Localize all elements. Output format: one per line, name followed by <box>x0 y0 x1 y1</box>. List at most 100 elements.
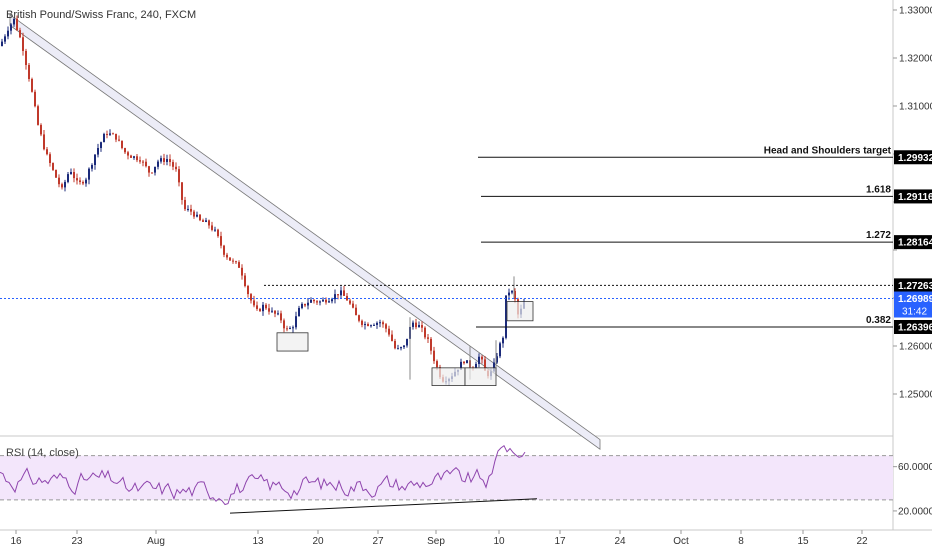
candle-body <box>151 172 153 174</box>
candle-body <box>301 303 303 309</box>
candle-body <box>391 334 393 341</box>
candle-body <box>499 343 501 357</box>
candle-body <box>118 139 120 141</box>
candle-body <box>85 179 87 184</box>
candle-body <box>142 161 144 163</box>
candle-body <box>130 155 132 158</box>
candle-body <box>121 140 123 149</box>
candle-body <box>235 261 237 263</box>
candle-body <box>157 161 159 167</box>
candle-body <box>115 133 117 140</box>
candle-body <box>100 142 102 149</box>
candle-body <box>181 182 183 200</box>
candle-body <box>67 174 69 182</box>
candle-body <box>277 313 279 315</box>
price-tick-label: 1.26000 <box>899 342 932 353</box>
candle-body <box>298 308 300 317</box>
candle-body <box>262 304 264 312</box>
candle-body <box>88 168 90 180</box>
candle-body <box>322 299 324 302</box>
candle-body <box>40 124 42 135</box>
candle-body <box>166 159 168 162</box>
candle-body <box>127 152 129 156</box>
candle-body <box>229 257 231 261</box>
candle-body <box>82 181 84 184</box>
time-tick-label: 23 <box>71 536 83 547</box>
candle-body <box>343 290 345 296</box>
candle-body <box>214 229 216 231</box>
candle-body <box>427 337 429 339</box>
candle-body <box>394 340 396 349</box>
candle-body <box>232 260 234 262</box>
candle-body <box>508 292 510 296</box>
candle-body <box>406 338 408 346</box>
candle-body <box>316 301 318 303</box>
rsi-label: RSI (14, close) <box>6 447 79 459</box>
pattern-box <box>464 367 497 386</box>
candle-body <box>259 308 261 312</box>
candle-body <box>163 158 165 162</box>
candle-body <box>220 236 222 246</box>
candle-body <box>169 159 171 163</box>
candle-body <box>340 290 342 296</box>
candle-body <box>25 50 27 65</box>
candle-body <box>388 328 390 335</box>
candle-body <box>475 363 477 369</box>
candle-body <box>379 322 381 324</box>
candle-body <box>274 310 276 314</box>
bar-countdown-label: 31:42 <box>902 307 927 318</box>
level-label: 1.272 <box>866 230 891 241</box>
candle-body <box>331 299 333 302</box>
candle-body <box>373 324 375 326</box>
time-tick-label: Aug <box>147 536 165 547</box>
candle-body <box>91 164 93 169</box>
candle-body <box>73 172 75 179</box>
candle-body <box>358 315 360 321</box>
candle-body <box>55 169 57 178</box>
candle-body <box>208 220 210 226</box>
candle-body <box>124 148 126 153</box>
candle-body <box>64 181 66 188</box>
candle-body <box>436 361 438 368</box>
candle-body <box>199 214 201 221</box>
candle-body <box>4 36 6 42</box>
time-tick-label: 13 <box>252 536 264 547</box>
candle-body <box>430 338 432 351</box>
candle-body <box>10 24 12 31</box>
rsi-line <box>0 444 526 506</box>
candle-body <box>112 133 114 135</box>
candle-body <box>109 133 111 135</box>
candle-body <box>493 362 495 372</box>
candle-body <box>280 313 282 321</box>
candle-body <box>424 327 426 338</box>
time-tick-label: 22 <box>856 536 868 547</box>
candle-body <box>460 361 462 370</box>
candle-body <box>94 154 96 165</box>
candle-body <box>505 295 507 338</box>
candle-body <box>415 322 417 328</box>
candle-body <box>148 166 150 173</box>
candle-body <box>244 275 246 287</box>
candle-body <box>334 294 336 300</box>
price-tick-label: 1.31000 <box>899 102 932 113</box>
candle-body <box>58 177 60 185</box>
candle-body <box>193 211 195 217</box>
time-tick-label: 24 <box>614 536 626 547</box>
candle-body <box>37 106 39 125</box>
rsi-divergence-line <box>229 498 538 514</box>
candle-body <box>19 30 21 38</box>
candle-body <box>346 295 348 301</box>
candle-body <box>133 156 135 158</box>
candle-body <box>313 299 315 302</box>
candle-body <box>514 290 516 300</box>
candle-body <box>496 356 498 363</box>
level-price-tag <box>894 150 932 165</box>
candle-body <box>463 361 465 364</box>
candle-body <box>304 303 306 306</box>
candle-body <box>70 172 72 175</box>
candle-body <box>79 180 81 182</box>
candle-body <box>187 208 189 210</box>
candle-body <box>61 184 63 188</box>
candle-body <box>211 225 213 230</box>
candle-body <box>172 162 174 167</box>
